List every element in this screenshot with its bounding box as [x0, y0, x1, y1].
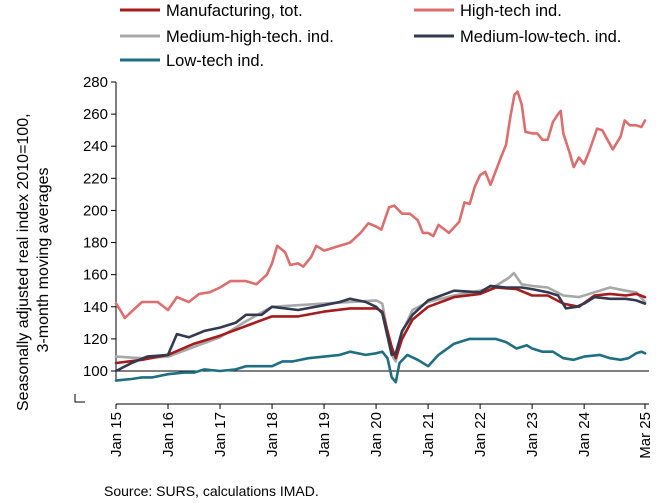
x-tick-label: Jan 22	[472, 412, 489, 457]
y-tick-label: 140	[83, 299, 108, 316]
legend-label: High-tech ind.	[460, 2, 562, 20]
legend: Manufacturing, tot. High-tech ind. Medium-…	[120, 2, 621, 70]
legend-label: Medium-low-tech. ind.	[460, 28, 621, 46]
y-tick-label: 160	[83, 267, 108, 284]
axes	[74, 82, 649, 405]
x-tick-label: Jan 23	[524, 412, 541, 457]
x-tick-label: Jan 16	[160, 412, 177, 457]
x-tick-label: Jan 19	[316, 412, 333, 457]
y-axis-title-line1: Seasonally adjusted real index 2010=100,	[15, 113, 32, 411]
y-tick-label: 100	[83, 363, 108, 380]
x-tick-label: Jan 21	[420, 412, 437, 457]
y-tick-label: 260	[83, 106, 108, 123]
x-tick-label: Jan 15	[108, 412, 125, 457]
series-line-3	[114, 284, 647, 373]
x-tick-label: Jan 20	[368, 412, 385, 457]
y-ticks: 100 120 140 160 180 200 220 240 260 280	[83, 74, 116, 380]
x-tick-label: Jan 24	[576, 412, 593, 457]
y-tick-label: 240	[83, 138, 108, 155]
series-line-4	[114, 337, 647, 384]
y-tick-label: 180	[83, 235, 108, 252]
y-tick-label: 200	[83, 202, 108, 219]
series-line-1	[114, 90, 647, 320]
x-tick-label: Mar 25	[637, 412, 654, 459]
legend-label: Medium-high-tech. ind.	[166, 28, 334, 46]
y-tick-label: 220	[83, 170, 108, 187]
axis-break-mark	[74, 394, 85, 403]
legend-label: Low-tech ind.	[166, 52, 264, 70]
x-ticks: Jan 15 Jan 16 Jan 17 Jan 18 Jan 19 Jan 20 Jan …	[108, 404, 654, 459]
x-tick-label: Jan 17	[212, 412, 229, 457]
y-axis-title-line2: 3-month moving averages	[35, 168, 52, 353]
y-axis-title: Seasonally adjusted real index 2010=100,…	[15, 109, 52, 411]
series-line-2	[114, 271, 647, 363]
y-tick-label: 280	[83, 74, 108, 91]
series-lines	[114, 90, 647, 384]
y-tick-label: 120	[83, 331, 108, 348]
x-tick-label: Jan 18	[264, 412, 281, 457]
source-note: Source: SURS, calculations IMAD.	[104, 483, 319, 499]
legend-label: Manufacturing, tot.	[166, 2, 303, 20]
